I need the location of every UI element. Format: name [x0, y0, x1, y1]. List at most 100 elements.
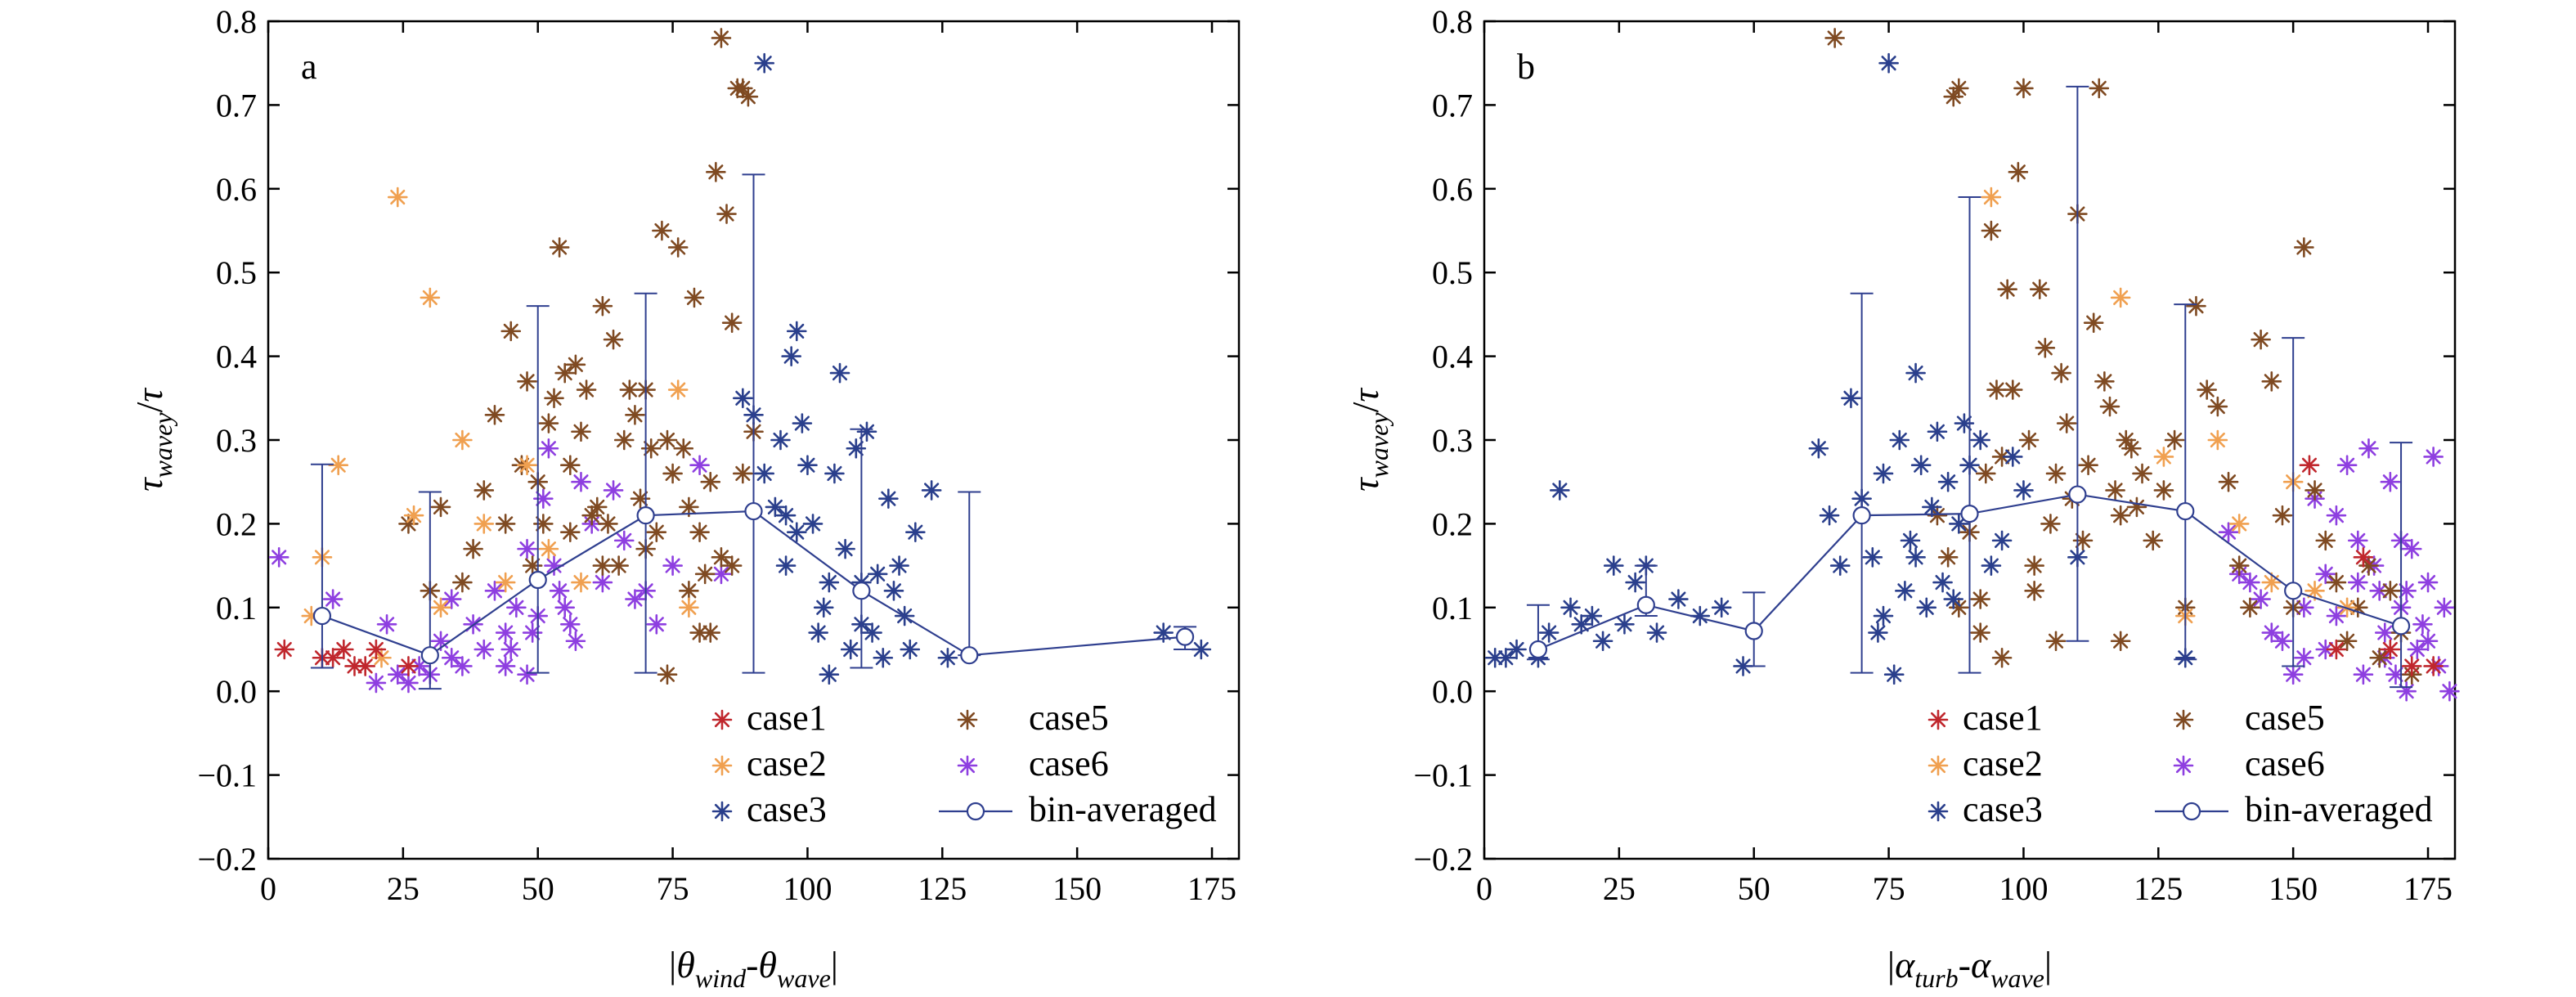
point-case6: [559, 613, 581, 635]
point-case3: [733, 388, 753, 409]
point-case5: [2369, 647, 2390, 668]
legend-label-case3: case3: [1963, 789, 2043, 829]
point-case1: [2380, 639, 2401, 660]
x-tick-label: 125: [918, 870, 967, 907]
point-case5: [2132, 463, 2152, 484]
point-case3: [883, 581, 904, 601]
y-axis-label: τwavey/τ: [1344, 388, 1393, 492]
x-tick-label: 125: [2134, 870, 2183, 907]
point-case3: [775, 505, 797, 526]
legend-label-case6: case6: [2245, 743, 2325, 784]
bin-averaged-marker: [852, 582, 871, 600]
point-case5: [592, 295, 613, 317]
point-case2: [2304, 581, 2325, 601]
legend-label-case6: case6: [1029, 743, 1109, 784]
point-case6: [517, 538, 537, 559]
point-case3: [1927, 421, 1948, 442]
point-case5: [571, 421, 591, 442]
y-axis-label: τwavey/τ: [128, 388, 177, 492]
point-case6: [2417, 631, 2439, 652]
point-case3: [786, 321, 807, 342]
point-case6: [2315, 639, 2336, 660]
point-case5: [2272, 505, 2293, 526]
point-case5: [652, 220, 672, 241]
point-case5: [700, 471, 721, 492]
point-case2: [679, 597, 699, 618]
point-case1: [334, 639, 354, 660]
point-case5: [2099, 396, 2120, 417]
point-case5: [2013, 78, 2034, 99]
point-case6: [2439, 680, 2460, 702]
point-case5: [576, 379, 597, 400]
point-case5: [559, 522, 581, 542]
point-case5: [1991, 647, 2013, 668]
point-case5: [1970, 589, 1990, 609]
point-case6: [387, 664, 408, 685]
x-tick-label: 175: [2403, 870, 2453, 907]
y-tick-label: 0.2: [1432, 505, 1473, 542]
point-case6: [522, 622, 543, 643]
panel-letter: b: [1517, 47, 1535, 87]
point-case5: [738, 86, 759, 107]
point-case3: [2013, 480, 2034, 501]
series-case1: [274, 639, 419, 676]
point-case5: [662, 463, 683, 484]
point-case3: [765, 496, 786, 518]
point-case5: [517, 371, 537, 392]
legend-label-bin-averaged: bin-averaged: [2245, 789, 2433, 829]
point-case3: [1614, 613, 1635, 635]
legend-marker-case3: [711, 801, 733, 822]
point-case3: [862, 622, 882, 643]
point-case6: [2417, 572, 2439, 593]
bin-averaged-marker: [1960, 505, 1979, 523]
point-case5: [640, 438, 662, 459]
y-tick-label: 0.8: [1432, 3, 1473, 40]
x-tick-label: 50: [1738, 870, 1770, 907]
point-case5: [1975, 463, 1996, 484]
point-case1: [322, 647, 343, 668]
point-case6: [2412, 613, 2433, 635]
point-case5: [495, 514, 516, 534]
point-case2: [2228, 514, 2250, 534]
point-case5: [2294, 237, 2314, 258]
point-case3: [1808, 438, 1829, 459]
point-case3: [808, 622, 828, 643]
point-case5: [711, 28, 732, 48]
point-case5: [2008, 162, 2029, 182]
point-case5: [554, 362, 575, 384]
bin-averaged-marker: [1744, 622, 1763, 640]
point-case3: [819, 572, 840, 593]
series-case3: [1484, 52, 2196, 685]
point-case5: [565, 354, 586, 375]
point-case5: [430, 496, 451, 518]
point-case5: [2164, 429, 2185, 451]
point-case3: [819, 664, 840, 685]
point-case5: [2207, 396, 2228, 417]
legend-marker-case1: [1928, 709, 1949, 730]
point-case3: [1889, 429, 1910, 451]
point-case6: [366, 672, 387, 694]
point-case5: [2078, 455, 2098, 476]
bin-averaged-marker: [744, 501, 763, 521]
point-case3: [770, 429, 791, 451]
point-case2: [1981, 186, 2002, 208]
panel-b: 0 25 50 75 100 125 150 175 −0.2 −0.1 0.0 0.1 0.2 0.3 0…: [1344, 3, 2460, 993]
point-case2: [517, 455, 537, 476]
y-tick-label: 0.4: [216, 339, 257, 375]
point-case5: [2094, 371, 2115, 392]
point-case2: [328, 455, 349, 476]
point-case5: [613, 429, 635, 451]
point-case6: [495, 622, 516, 643]
bin-averaged-marker: [2176, 501, 2195, 521]
legend-marker-case2: [1928, 755, 1949, 776]
point-case6: [603, 480, 624, 501]
point-case3: [1873, 605, 1894, 626]
point-case3: [921, 480, 942, 501]
bin-averaged-marker: [2284, 582, 2303, 600]
point-case5: [2035, 338, 2056, 358]
point-case5: [673, 438, 694, 459]
point-case6: [452, 656, 473, 676]
point-case6: [2261, 622, 2282, 643]
panel-a: 0 25 50 75 100 125 150 175 −0.2 −0.1 0.0 0.1 0.2 0.3 0…: [128, 3, 1241, 993]
